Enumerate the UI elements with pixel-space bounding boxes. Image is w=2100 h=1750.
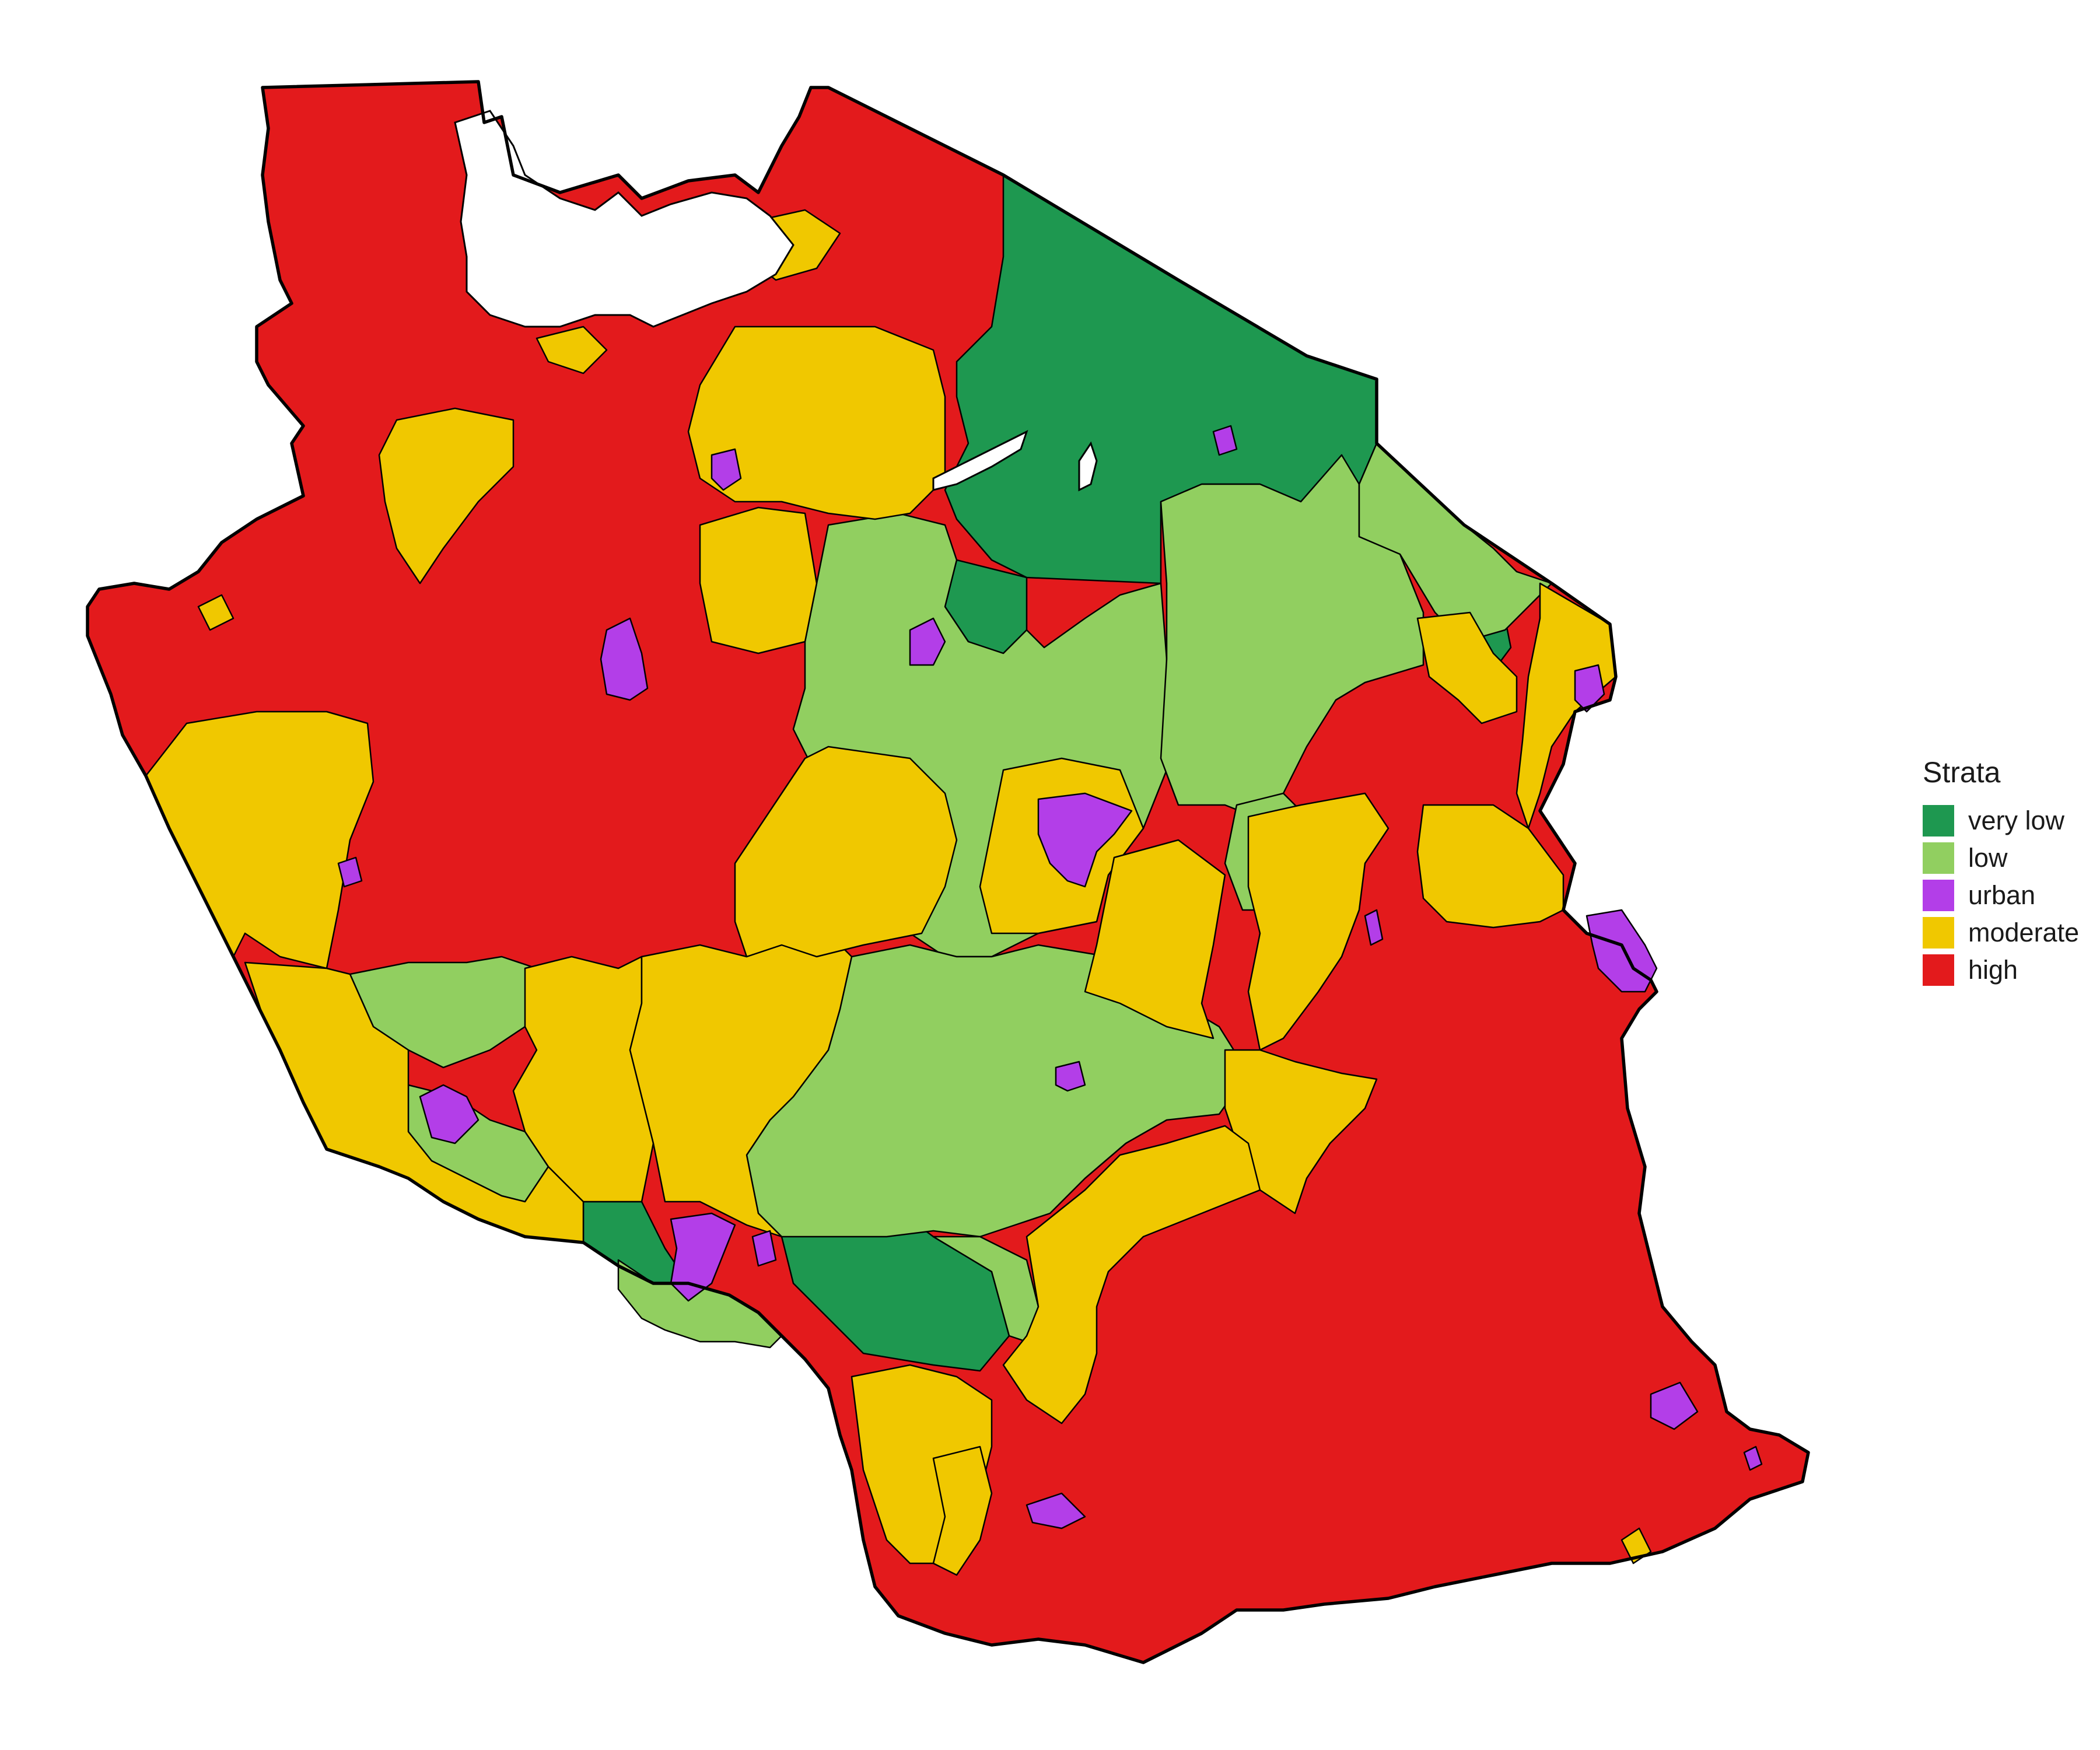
legend-title: Strata [1923,756,2001,789]
legend-swatch-low [1923,842,1954,874]
legend-swatch-moderate [1923,917,1954,949]
legend: Strata very low low urban moderate high [1923,755,2079,989]
district-moderate-25 [378,407,514,584]
district-moderate-17 [512,956,654,1203]
district-urban-48 [1650,1381,1699,1430]
district-moderate-21 [1084,839,1226,1040]
district-urban-38 [600,617,649,701]
district-urban-44 [670,1212,736,1302]
district-moderate-19 [734,746,958,958]
legend-label-urban: urban [1968,880,2036,910]
legend-item-moderate: moderate [1923,914,2079,951]
legend-item-low: low [1923,839,2079,877]
legend-swatch-high [1923,954,1954,986]
district-urban-39 [909,617,946,666]
legend-swatch-very-low [1923,805,1954,836]
lake-manyara [932,430,1028,491]
legend-swatch-urban [1923,880,1954,911]
lake-victoria-shore [454,110,794,328]
district-moderate-35 [932,1446,993,1576]
regions-layer [145,174,1763,1576]
district-urban-42 [1574,664,1605,713]
district-urban-37 [1037,792,1133,888]
legend-item-high: high [1923,951,2079,989]
district-moderate-28 [197,594,235,631]
district-urban-45 [751,1230,777,1267]
legend-label-low: low [1968,843,2008,873]
district-urban-51 [1212,425,1238,456]
boundaries-layer [86,80,1810,1664]
district-urban-46 [1055,1060,1086,1092]
district-moderate-23 [699,506,818,654]
district-moderate-27 [536,326,608,374]
district-moderate-33 [1002,1125,1261,1424]
legend-label-very-low: very low [1968,806,2065,835]
legend-label-high: high [1968,955,2018,985]
district-urban-50 [337,856,363,888]
district-urban-47 [1026,1492,1086,1530]
legend-items: very low low urban moderate high [1923,802,2079,989]
district-moderate-31 [1416,804,1564,929]
country-border [86,80,1810,1664]
district-moderate-29 [1416,611,1518,724]
district-urban-43 [419,1084,480,1144]
district-low-7 [1160,454,1424,818]
district-urban-49 [1743,1446,1763,1471]
lakes-layer [454,110,1098,492]
district-moderate-24 [687,326,946,520]
lake-eyasi [1078,441,1098,492]
legend-label-moderate: moderate [1968,918,2080,947]
legend-item-very-low: very low [1923,802,2079,839]
district-moderate-22 [1247,792,1390,1051]
district-urban-40 [710,448,742,491]
legend-item-urban: urban [1923,877,2079,914]
district-urban-52 [1364,909,1384,946]
